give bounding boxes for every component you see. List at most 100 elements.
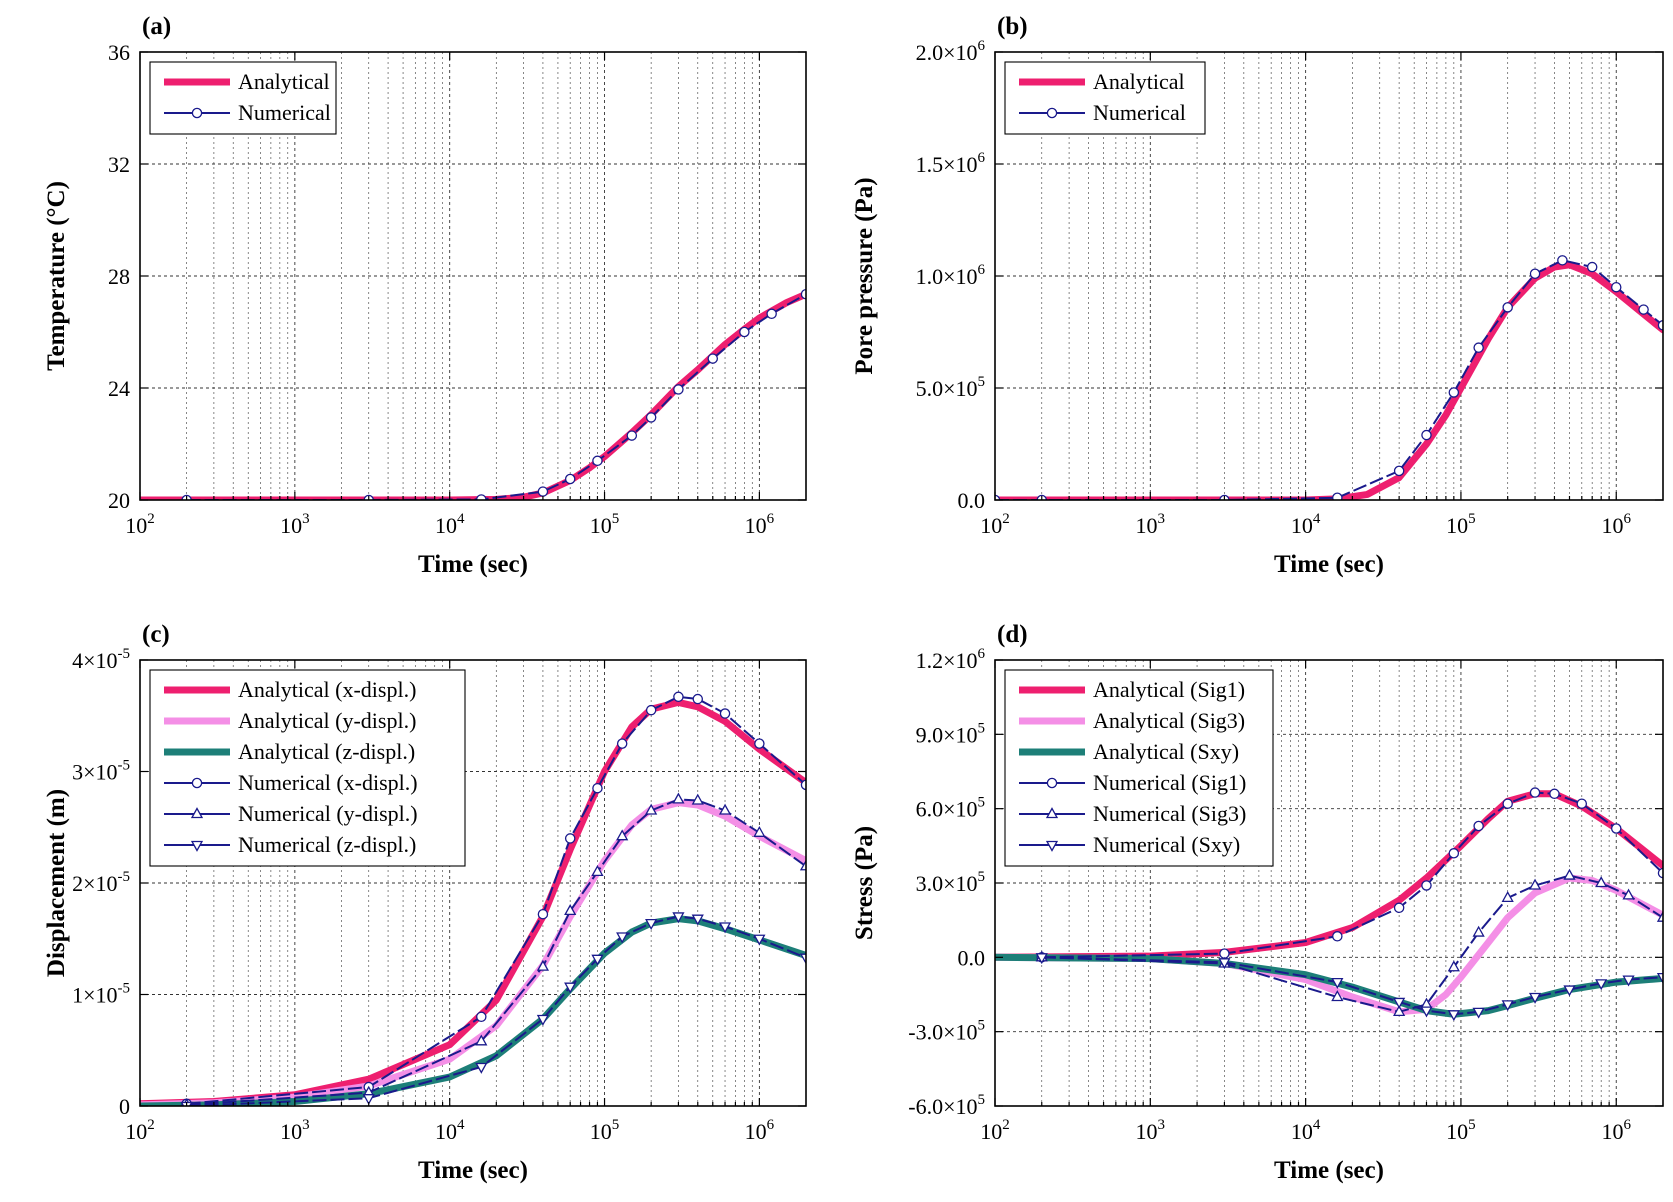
series-c-numerical-x-displ-point-5 — [592, 782, 603, 794]
series-b-numerical-point-11 — [1586, 261, 1598, 273]
series-a-numerical-point-10 — [739, 326, 750, 338]
legend-swatch-b-numerical-marker — [1046, 107, 1058, 119]
legend-d: Analytical (Sig1) Analytical (Sig3) Analyt… — [1004, 669, 1274, 867]
series-c-numerical-y-displ-point-4 — [564, 904, 577, 916]
series-b-numerical-point-7 — [1473, 342, 1484, 353]
legend-label-d-5: Numerical (Sxy) — [1093, 832, 1240, 857]
series-c-analytical-y-displ — [140, 799, 806, 1106]
legend-box-d — [1004, 669, 1274, 867]
series-d-numerical-sig1-point-2 — [1332, 931, 1343, 942]
legend-label-c-2: Analytical (z-displ.) — [238, 739, 415, 764]
series-d-numerical-sxy-point-6 — [1472, 1007, 1485, 1019]
series-c-numerical-x-displ-point-4 — [564, 833, 576, 844]
legend-label-c-3: Numerical (x-displ.) — [238, 770, 418, 795]
legend-swatch-c-numerical-x-displ-marker — [191, 777, 203, 789]
series-c-numerical-x-displ-point-3 — [537, 908, 549, 920]
y-tick-label-c-0: 0 — [119, 1094, 130, 1119]
series-d-numerical-sig1-point-8 — [1529, 787, 1541, 798]
series-b-numerical-point-14 — [1657, 320, 1663, 331]
series-c-analytical-x-displ — [140, 698, 806, 1106]
x-axis-label-c: Time (sec) — [418, 1157, 528, 1184]
series-c-numerical-x-displ-point-6 — [616, 738, 628, 749]
series-c-numerical-z-displ-point-4 — [564, 982, 577, 994]
legend-label-c-0: Analytical (x-displ.) — [238, 677, 416, 702]
series-d-numerical-sxy-point-9 — [1563, 985, 1576, 997]
series-d-numerical-sig1-point-6 — [1473, 820, 1484, 832]
series-c-analytical-z-displ — [140, 915, 806, 1106]
panel-c: 102 103 104 105 106 0 1×10-5 2×10-5 3×10-5 4×10-5… — [43, 621, 807, 1184]
legend-label-d-1: Analytical (Sig3) — [1093, 708, 1245, 733]
series-group-c — [140, 691, 806, 1106]
series-c-numerical-y-displ-point-5 — [591, 865, 604, 876]
series-d-numerical-sig3-point-10 — [1595, 876, 1608, 888]
series-group-d — [995, 787, 1663, 1022]
y-tick-label-a-1: 24 — [108, 376, 130, 401]
y-tick-label-d-6: 1.2×106 — [916, 646, 986, 673]
series-d-numerical-sxy-point-10 — [1595, 979, 1608, 991]
y-tick-label-a-0: 20 — [108, 488, 130, 513]
panel-label-b: (b) — [997, 13, 1028, 40]
series-b-numerical-point-8 — [1502, 302, 1513, 313]
grid-a — [140, 52, 806, 500]
series-d-numerical-sig3-point-5 — [1447, 960, 1460, 972]
legend-label-d-4: Numerical (Sig3) — [1093, 801, 1246, 826]
series-b-numerical-point-6 — [1448, 387, 1460, 398]
series-c-numerical-z-displ-point-9 — [691, 914, 704, 926]
legend-a: Analytical Numerical — [149, 61, 337, 135]
series-d-numerical-sxy-point-8 — [1528, 992, 1542, 1004]
x-tick-label-a-3: 105 — [590, 511, 620, 538]
series-a-numerical-point-11 — [766, 308, 777, 320]
series-d-numerical-sig1-point-5 — [1448, 848, 1460, 859]
series-c-numerical-z-displ-point-6 — [616, 932, 629, 944]
legend-swatch-c-numerical-y-displ-marker — [190, 807, 204, 819]
series-c-numerical-y-displ-point-9 — [691, 793, 704, 805]
series-d-numerical-sig3-point-11 — [1622, 888, 1635, 900]
legend-swatch-d-numerical-sig1-marker — [1046, 777, 1058, 789]
series-d-numerical-sxy-point-2 — [1331, 977, 1344, 989]
series-d-numerical-sig1-point-12 — [1657, 867, 1663, 879]
series-d-numerical-sxy-point-1 — [1218, 958, 1231, 970]
series-d-numerical-sxy-point-4 — [1420, 1006, 1433, 1018]
x-axis-label-a: Time (sec) — [418, 551, 528, 578]
series-d-numerical-sig3-point-3 — [1393, 1005, 1406, 1016]
grid-d — [995, 660, 1663, 1106]
x-tick-label-c-0: 102 — [125, 1117, 155, 1144]
y-tick-label-b-0: 0.0 — [958, 488, 986, 513]
series-d-numerical-sig1-point-4 — [1421, 880, 1432, 891]
series-c-numerical-z-displ-point-1 — [362, 1094, 375, 1106]
legend-swatch-a-numerical-marker — [191, 107, 203, 119]
series-group-b — [995, 255, 1663, 500]
x-tick-label-d-3: 105 — [1446, 1117, 1476, 1144]
series-a-numerical-point-5 — [592, 455, 603, 467]
y-tick-label-b-1: 5.0×105 — [916, 374, 985, 401]
y-tick-label-d-3: 3.0×105 — [916, 869, 985, 896]
legend-box-b — [1004, 61, 1206, 135]
series-c-numerical-y-displ-point-2 — [475, 1034, 488, 1046]
y-tick-label-d-1: -3.0×105 — [908, 1018, 985, 1045]
legend-label-a-0: Analytical — [238, 69, 330, 94]
series-b-analytical — [995, 261, 1663, 500]
series-c-numerical-y-displ-point-3 — [536, 959, 550, 971]
y-axis-label-c: Displacement (m) — [43, 789, 70, 977]
x-tick-label-d-2: 104 — [1291, 1117, 1321, 1144]
series-d-numerical-sig3-point-9 — [1563, 868, 1576, 880]
series-c-numerical-x-displ-point-8 — [673, 691, 684, 703]
series-group-a — [140, 288, 806, 500]
x-tick-label-d-1: 103 — [1136, 1117, 1166, 1144]
legend-label-c-5: Numerical (z-displ.) — [238, 832, 416, 857]
series-c-numerical-z-displ-point-12 — [799, 953, 806, 965]
x-tick-label-d-0: 102 — [980, 1117, 1010, 1144]
legend-label-b-0: Analytical — [1093, 69, 1185, 94]
series-d-numerical-sxy-point-11 — [1622, 975, 1635, 987]
series-b-numerical-point-5 — [1421, 429, 1432, 441]
panel-b: 102 103 104 105 106 0.0 5.0×105 1.0×106 1.5×106 2… — [851, 13, 1664, 578]
series-b-numerical-point-13 — [1638, 304, 1649, 315]
series-a-numerical-point-7 — [645, 412, 657, 423]
legend-box-a — [149, 61, 337, 135]
legend-swatch-c-numerical-z-displ-marker — [190, 840, 204, 852]
x-tick-label-a-2: 104 — [435, 511, 465, 538]
x-tick-label-b-0: 102 — [980, 511, 1010, 538]
legend-label-a-1: Numerical — [238, 100, 331, 125]
series-c-numerical-x-displ-point-10 — [719, 708, 731, 719]
x-tick-label-c-2: 104 — [435, 1117, 465, 1144]
